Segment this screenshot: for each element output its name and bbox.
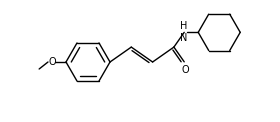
Text: O: O: [181, 65, 189, 75]
Text: N: N: [179, 33, 187, 43]
Text: H: H: [179, 21, 187, 31]
Text: O: O: [48, 57, 56, 67]
